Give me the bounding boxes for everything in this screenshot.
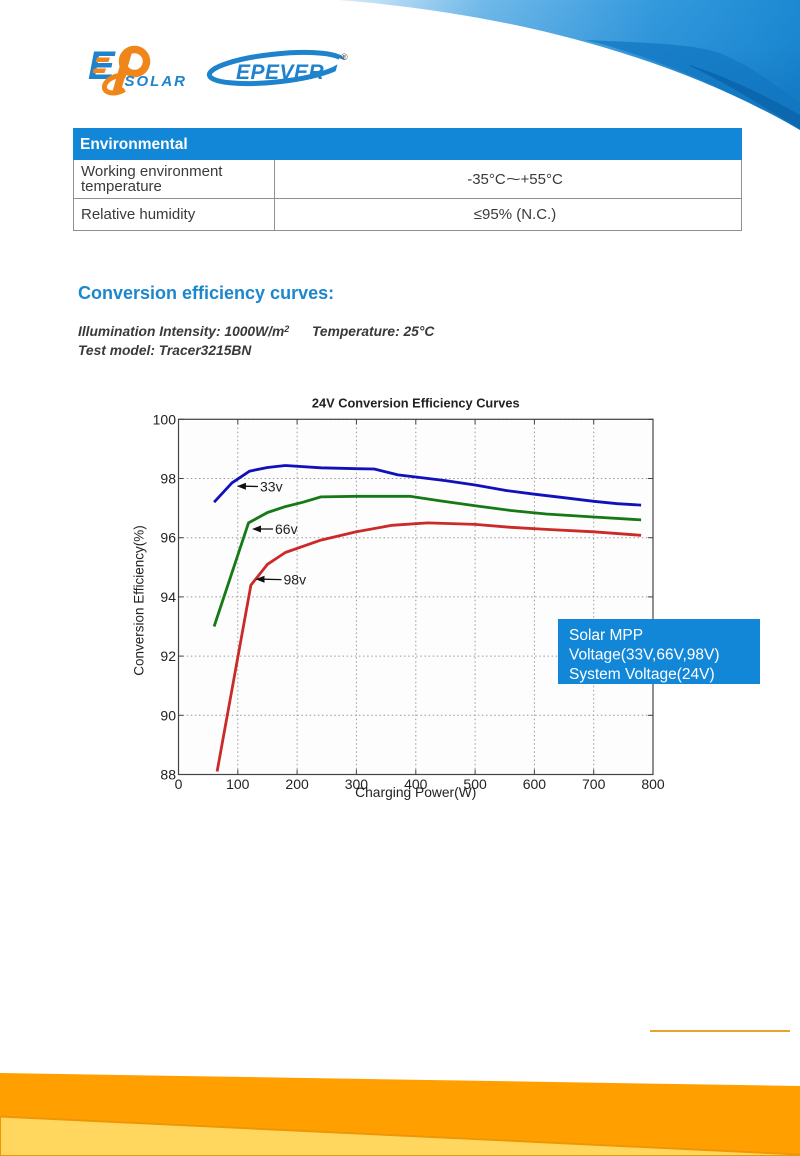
svg-text:300: 300 [345,776,369,792]
svg-text:24V Conversion Efficiency Curv: 24V Conversion Efficiency Curves [312,396,520,411]
svg-text:800: 800 [641,776,665,792]
svg-text:Charging Power(W): Charging Power(W) [355,785,476,800]
svg-text:500: 500 [463,776,487,792]
svg-text:33v: 33v [260,479,283,495]
svg-text:®: ® [341,52,348,62]
svg-text:94: 94 [160,589,176,605]
svg-text:96: 96 [160,530,176,546]
svg-text:Solar MPP: Solar MPP [569,627,643,644]
svg-text:SOLAR: SOLAR [125,73,188,90]
svg-text:EPEVER: EPEVER [236,61,325,84]
svg-text:66v: 66v [275,521,298,537]
svg-text:600: 600 [523,776,547,792]
svg-text:E: E [88,44,116,88]
svg-text:700: 700 [582,776,606,792]
svg-text:0: 0 [175,776,183,792]
svg-text:System Voltage(24V): System Voltage(24V) [569,666,715,683]
svg-text:88: 88 [160,767,176,783]
svg-text:100: 100 [226,776,250,792]
svg-text:400: 400 [404,776,428,792]
svg-text:Conversion Efficiency(%): Conversion Efficiency(%) [132,525,147,676]
svg-text:92: 92 [160,648,176,664]
svg-text:100: 100 [153,411,177,427]
svg-text:98: 98 [160,471,176,487]
svg-text:200: 200 [285,776,309,792]
svg-text:98v: 98v [284,572,307,588]
svg-text:90: 90 [160,707,176,723]
svg-text:Voltage(33V,66V,98V): Voltage(33V,66V,98V) [569,647,720,664]
